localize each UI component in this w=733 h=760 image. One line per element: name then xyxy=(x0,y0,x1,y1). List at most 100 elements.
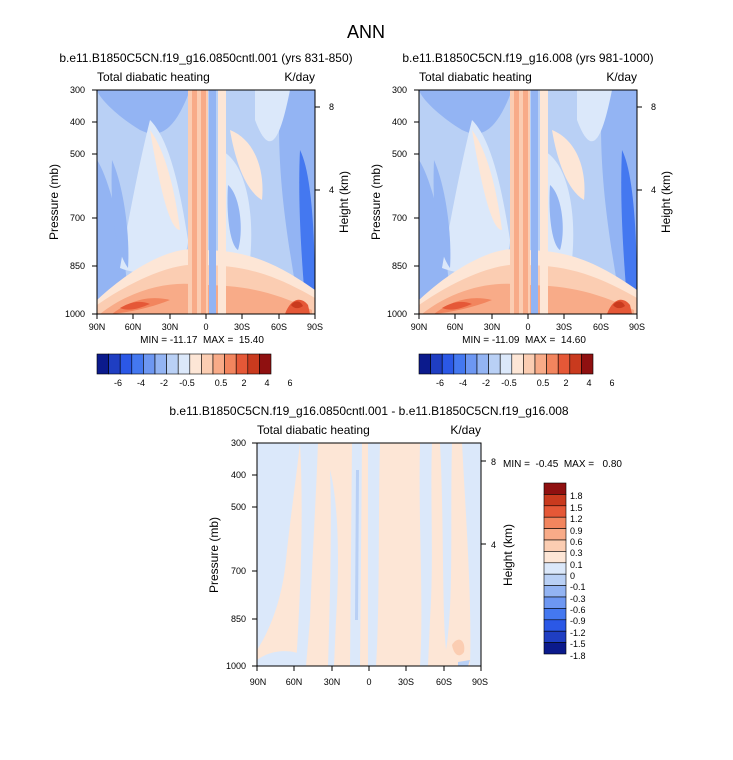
panel-b-ytick-700: 700 xyxy=(392,213,407,223)
panel-c: b.e11.B1850C5CN.f19_g16.0850cntl.001 - b… xyxy=(169,404,622,687)
panel-a-xtick-30s: 30S xyxy=(234,322,250,332)
colorbar-swatch xyxy=(557,353,571,375)
panel-b-ytick-850: 850 xyxy=(392,261,407,271)
panel-a-xtick-60s: 60S xyxy=(271,322,287,332)
colorbar-a xyxy=(96,353,272,375)
panel-a-ylabel-right: Height (km) xyxy=(337,171,351,233)
colorbar-swatch xyxy=(119,353,133,375)
colorbar-swatch xyxy=(543,642,567,655)
panel-b-subtitle-right: K/day xyxy=(606,70,637,84)
colorbar-b-horizontal xyxy=(418,353,594,375)
panel-a-xtick-90n: 90N xyxy=(89,322,106,332)
panel-a-minmax: MIN = -11.17 MAX = 15.40 xyxy=(140,335,264,346)
colorbar-swatch xyxy=(543,505,567,518)
panel-c-xtick-0: 0 xyxy=(366,677,371,687)
panel-c-xtick-30s: 30S xyxy=(398,677,414,687)
colorbar-a-label: -2 xyxy=(160,378,168,388)
colorbar-c xyxy=(543,482,567,655)
colorbar-swatch xyxy=(96,353,109,375)
panel-a-ytick-1000: 1000 xyxy=(65,309,85,319)
panel-b-xtick-60n: 60N xyxy=(447,322,464,332)
colorbar-swatch xyxy=(166,353,179,375)
colorbar-swatch xyxy=(543,596,567,609)
panel-a-xtick-90s: 90S xyxy=(307,322,323,332)
panel-b-x-axis: 90N 60N 30N 0 30S 60S 90S xyxy=(411,314,645,332)
colorbar-c-label: 1.5 xyxy=(570,503,583,513)
panel-c-ytick-1000: 1000 xyxy=(226,661,246,671)
colorbar-swatch xyxy=(259,353,272,375)
panel-b-xtick-30s: 30S xyxy=(556,322,572,332)
colorbar-swatch xyxy=(177,353,191,375)
colorbar-b-label: 2 xyxy=(563,378,568,388)
panel-a-title: b.e11.B1850C5CN.f19_g16.0850cntl.001 (yr… xyxy=(59,51,352,65)
panel-b-minmax: MIN = -11.09 MAX = 14.60 xyxy=(462,335,586,346)
colorbar-c-label: -1.2 xyxy=(570,628,586,638)
colorbar-c-label: 0.1 xyxy=(570,560,583,570)
colorbar-a-label: -4 xyxy=(137,378,145,388)
colorbar-c-label: -0.3 xyxy=(570,594,586,604)
colorbar-swatch xyxy=(543,494,567,507)
colorbar-swatch xyxy=(543,562,567,575)
colorbar-swatch xyxy=(108,353,121,375)
colorbar-swatch xyxy=(247,353,260,375)
panel-b: b.e11.B1850C5CN.f19_g16.008 (yrs 981-100… xyxy=(369,51,673,388)
colorbar-b-label: -6 xyxy=(436,378,444,388)
panel-a-subtitle-right: K/day xyxy=(284,70,315,84)
panel-a-ytick-500: 500 xyxy=(70,149,85,159)
colorbar-swatch xyxy=(543,630,567,643)
colorbar-swatch xyxy=(154,353,167,375)
panel-a-xtick-0: 0 xyxy=(203,322,208,332)
colorbar-c-label: 1.8 xyxy=(570,491,583,501)
colorbar-swatch xyxy=(189,353,202,375)
panel-b-y-right-axis: 8 4 xyxy=(637,102,656,195)
panel-c-ytick-right-8: 8 xyxy=(491,457,496,467)
colorbar-swatch xyxy=(453,353,466,375)
panel-a-ytick-right-4: 4 xyxy=(329,185,334,195)
colorbar-a-label: 0.5 xyxy=(215,378,228,388)
panel-c-xtick-90s: 90S xyxy=(472,677,488,687)
panel-c-title: b.e11.B1850C5CN.f19_g16.0850cntl.001 - b… xyxy=(169,404,569,418)
panel-b-ytick-right-4: 4 xyxy=(651,185,656,195)
panel-b-y-axis: 300 400 500 700 850 1000 xyxy=(387,85,419,319)
panel-a-ytick-850: 850 xyxy=(70,261,85,271)
colorbar-c-label: 0.9 xyxy=(570,526,583,536)
panel-c-xtick-30n: 30N xyxy=(324,677,341,687)
panel-b-xtick-60s: 60S xyxy=(593,322,609,332)
colorbar-swatch xyxy=(224,353,237,375)
colorbar-swatch xyxy=(131,353,144,375)
colorbar-b-label: 4 xyxy=(586,378,591,388)
panel-b-xtick-0: 0 xyxy=(525,322,530,332)
panel-c-ylabel-right: Height (km) xyxy=(501,524,515,586)
colorbar-swatch xyxy=(476,353,489,375)
colorbar-b-label: 0.5 xyxy=(537,378,550,388)
colorbar-a-label: -0.5 xyxy=(179,378,195,388)
panel-b-field xyxy=(419,90,637,314)
panel-a-x-axis: 90N 60N 30N 0 30S 60S 90S xyxy=(89,314,323,332)
panel-b-ytick-1000: 1000 xyxy=(387,309,407,319)
colorbar-a-label: 6 xyxy=(287,378,292,388)
panel-c-field xyxy=(257,443,481,666)
panel-c-minmax: MIN = -0.45 MAX = 0.80 xyxy=(503,459,622,470)
panel-a-xtick-30n: 30N xyxy=(162,322,179,332)
panel-c-ytick-700: 700 xyxy=(231,566,246,576)
colorbar-swatch xyxy=(235,353,249,375)
panel-b-title: b.e11.B1850C5CN.f19_g16.008 (yrs 981-100… xyxy=(402,51,653,65)
panel-b-ytick-right-8: 8 xyxy=(651,102,656,112)
panel-a-ytick-300: 300 xyxy=(70,85,85,95)
panel-c-xtick-90n: 90N xyxy=(250,677,267,687)
colorbar-swatch xyxy=(543,585,567,598)
panel-c-x-axis: 90N 60N 30N 0 30S 60S 90S xyxy=(250,666,488,687)
colorbar-c-label: 1.2 xyxy=(570,514,583,524)
panel-c-ytick-500: 500 xyxy=(231,502,246,512)
colorbar-swatch xyxy=(543,573,567,586)
colorbar-a-label: 2 xyxy=(241,378,246,388)
colorbar-c-label: -0.6 xyxy=(570,605,586,615)
colorbar-b-label: 6 xyxy=(609,378,614,388)
panel-b-ylabel-right: Height (km) xyxy=(659,171,673,233)
colorbar-c-label: 0.6 xyxy=(570,537,583,547)
panel-c-subtitle-left: Total diabatic heating xyxy=(257,423,370,437)
panel-b-ylabel: Pressure (mb) xyxy=(369,164,383,240)
colorbar-swatch xyxy=(534,353,547,375)
colorbar-b-label: -0.5 xyxy=(501,378,517,388)
panel-b-ytick-400: 400 xyxy=(392,117,407,127)
